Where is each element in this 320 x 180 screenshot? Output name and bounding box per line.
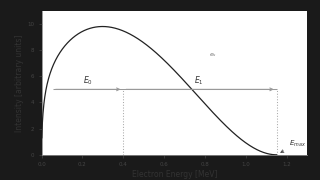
Text: $e_s$: $e_s$ — [209, 51, 217, 59]
X-axis label: Electron Energy [MeV]: Electron Energy [MeV] — [132, 170, 217, 179]
Text: $E_0$: $E_0$ — [83, 75, 92, 87]
Text: $E_1$: $E_1$ — [194, 75, 204, 87]
Text: $E_{max}$: $E_{max}$ — [281, 139, 306, 152]
Y-axis label: Intensity [arbitrary units]: Intensity [arbitrary units] — [15, 34, 24, 132]
